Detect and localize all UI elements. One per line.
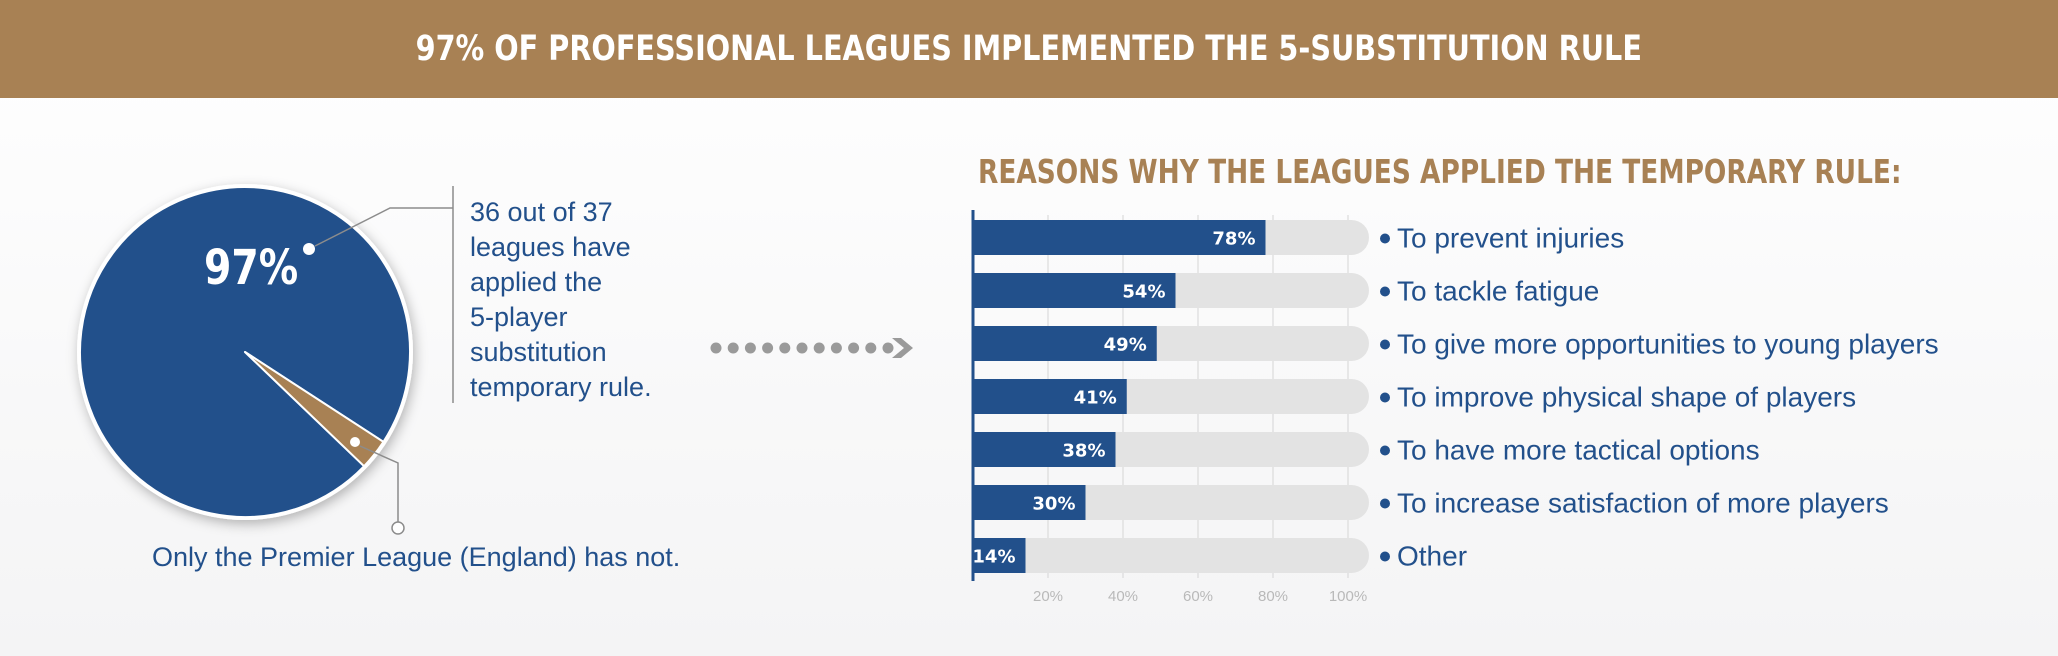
category-label: To improve physical shape of players [1397,382,1856,413]
pie-slice [244,351,385,468]
x-tick-label: 60% [1183,588,1213,605]
callout-dot [303,243,315,255]
chevron-right-icon [892,338,913,358]
arrow-dot [865,342,877,354]
category-label: To increase satisfaction of more players [1397,488,1889,519]
bar [973,538,1026,573]
data-label: 78% [1212,229,1255,250]
x-tick-label: 40% [1108,588,1138,605]
page-title: 97% OF PROFESSIONAL LEAGUES IMPLEMENTED … [415,29,1643,69]
pie-description-line: leagues have [470,232,631,262]
pie-chart [77,184,454,535]
bar [973,273,1176,308]
callout-line [314,207,453,247]
callout-end-dot [391,521,405,535]
bullet-icon [1380,392,1390,403]
pie-description-line: substitution [470,337,607,367]
bar [973,220,1266,255]
x-tick-label: 100% [1329,588,1367,605]
data-label: 38% [1062,441,1105,462]
reasons-title: REASONS WHY THE LEAGUES APPLIED THE TEMP… [978,152,1902,191]
bar-track [973,538,1369,573]
callout-line [359,445,399,522]
x-tick-label: 20% [1033,588,1063,605]
arrow-dot [779,342,791,354]
pie-note: Only the Premier League (England) has no… [152,542,681,572]
arrow-dot [727,342,739,354]
pie-description-line: temporary rule. [470,372,652,402]
x-tick-label: 80% [1258,588,1288,605]
arrow-dot [830,342,842,354]
data-label: 41% [1074,388,1117,409]
bullet-icon [1380,233,1390,244]
pie-description: 36 out of 37 leagues have applied the 5-… [470,195,690,405]
arrow-dot [796,342,808,354]
title-banner: 97% OF PROFESSIONAL LEAGUES IMPLEMENTED … [0,0,2058,98]
callout-dot [350,437,360,447]
category-label: To give more opportunities to young play… [1397,329,1939,360]
bullet-icon [1380,286,1390,297]
arrow-dot [848,342,860,354]
data-label: 54% [1122,282,1165,303]
bullet-icon [1380,445,1390,456]
arrow-dot [744,342,756,354]
arrow-dot [813,342,825,354]
bullet-icon [1380,339,1390,350]
bar [973,326,1157,361]
bullet-icon [1380,551,1390,562]
data-label: 30% [1032,494,1075,515]
arrow-dot [882,342,894,354]
bar [973,485,1086,520]
arrow-dot [710,342,722,354]
bar [973,432,1116,467]
pie-description-line: 36 out of 37 [470,197,613,227]
data-label: 49% [1104,335,1147,356]
pie-description-line: applied the [470,267,603,297]
data-label: 14% [972,547,1015,568]
pie-percent-label: 97% [204,240,299,296]
bar [973,379,1127,414]
category-label: To tackle fatigue [1397,276,1599,307]
pie-description-line: 5-player [470,302,568,332]
category-label: Other [1397,541,1467,572]
category-label: To have more tactical options [1397,435,1760,466]
arrow-dot [762,342,774,354]
reasons-bar-chart: 78% To prevent injuries 54% To tackle fatig… [971,210,1939,605]
category-label: To prevent injuries [1397,223,1624,254]
dotted-arrow [710,338,913,358]
bullet-icon [1380,498,1390,509]
